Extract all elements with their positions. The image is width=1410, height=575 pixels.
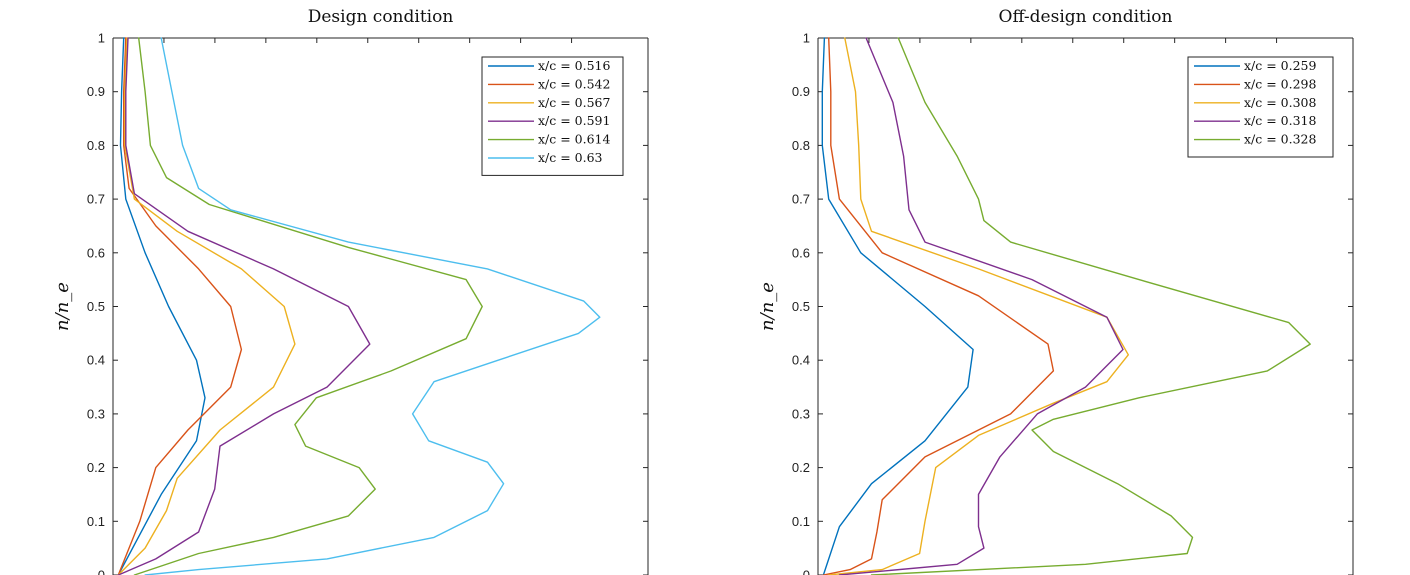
y-axis-label: n/n_e xyxy=(52,282,73,331)
legend-entry: x/c = 0.298 xyxy=(1244,76,1317,91)
y-tick-label: 0 xyxy=(98,568,105,575)
series-line-6 xyxy=(144,37,601,575)
y-tick-label: 0.8 xyxy=(792,138,810,153)
y-tick-label: 1 xyxy=(98,31,105,46)
y-tick-label: 0.1 xyxy=(792,514,810,529)
legend-entry: x/c = 0.516 xyxy=(538,58,611,73)
chart-title: Off-design condition xyxy=(999,7,1173,27)
legend-entry: x/c = 0.567 xyxy=(538,95,611,110)
series-line-1 xyxy=(821,37,974,575)
y-axis-label: n/n_e xyxy=(757,282,778,331)
y-tick-label: 0.4 xyxy=(792,353,810,368)
y-tick-label: 0.7 xyxy=(792,192,810,207)
y-tick-label: 0.7 xyxy=(87,192,105,207)
series-line-4 xyxy=(838,37,1124,575)
y-tick-label: 0.4 xyxy=(87,353,105,368)
design-condition-panel: Design condition n/n_e 1 0.9 0.8 0.7 0.6 0.5 0.4… xyxy=(52,7,649,575)
series-line-2 xyxy=(117,37,243,575)
legend-entry: x/c = 0.308 xyxy=(1244,95,1317,110)
y-tick-label: 0.9 xyxy=(792,84,810,99)
chart-title: Design condition xyxy=(308,7,454,27)
y-tick-label: 0 xyxy=(803,568,810,575)
y-tick-label: 0.3 xyxy=(87,406,105,421)
legend-entry: x/c = 0.328 xyxy=(1244,132,1317,147)
legend-box xyxy=(481,56,624,176)
y-tick-label: 0.5 xyxy=(87,299,105,314)
legend-entry: x/c = 0.259 xyxy=(1244,58,1317,73)
y-tick-label: 0.6 xyxy=(87,245,105,260)
off-design-condition-panel: Off-design condition n/n_e 1 0.9 0.8 0.7 0.6 0.… xyxy=(757,7,1354,575)
series-line-4 xyxy=(117,37,371,575)
y-tick-label: 0.5 xyxy=(792,299,810,314)
series-line-2 xyxy=(822,37,1055,575)
y-tick-label: 0.2 xyxy=(87,460,105,475)
y-tick-label: 0.6 xyxy=(792,245,810,260)
y-tick-label: 0.8 xyxy=(87,138,105,153)
legend-entry: x/c = 0.318 xyxy=(1244,113,1317,128)
y-tick-label: 0.3 xyxy=(792,406,810,421)
y-tick-label: 0.2 xyxy=(792,460,810,475)
series-line-5 xyxy=(870,37,1311,575)
legend-entry: x/c = 0.591 xyxy=(538,113,610,128)
legend-entry: x/c = 0.542 xyxy=(538,76,610,91)
y-tick-label: 1 xyxy=(803,31,810,46)
y-tick-label: 0.9 xyxy=(87,84,105,99)
series-line-3 xyxy=(828,37,1129,575)
legend-entry: x/c = 0.63 xyxy=(538,150,603,165)
series-line-5 xyxy=(133,37,483,575)
y-tick-label: 0.1 xyxy=(87,514,105,529)
series-line-3 xyxy=(117,37,296,575)
legend-entry: x/c = 0.614 xyxy=(538,132,611,147)
legend-box xyxy=(1187,56,1334,158)
series-line-1 xyxy=(117,37,206,575)
